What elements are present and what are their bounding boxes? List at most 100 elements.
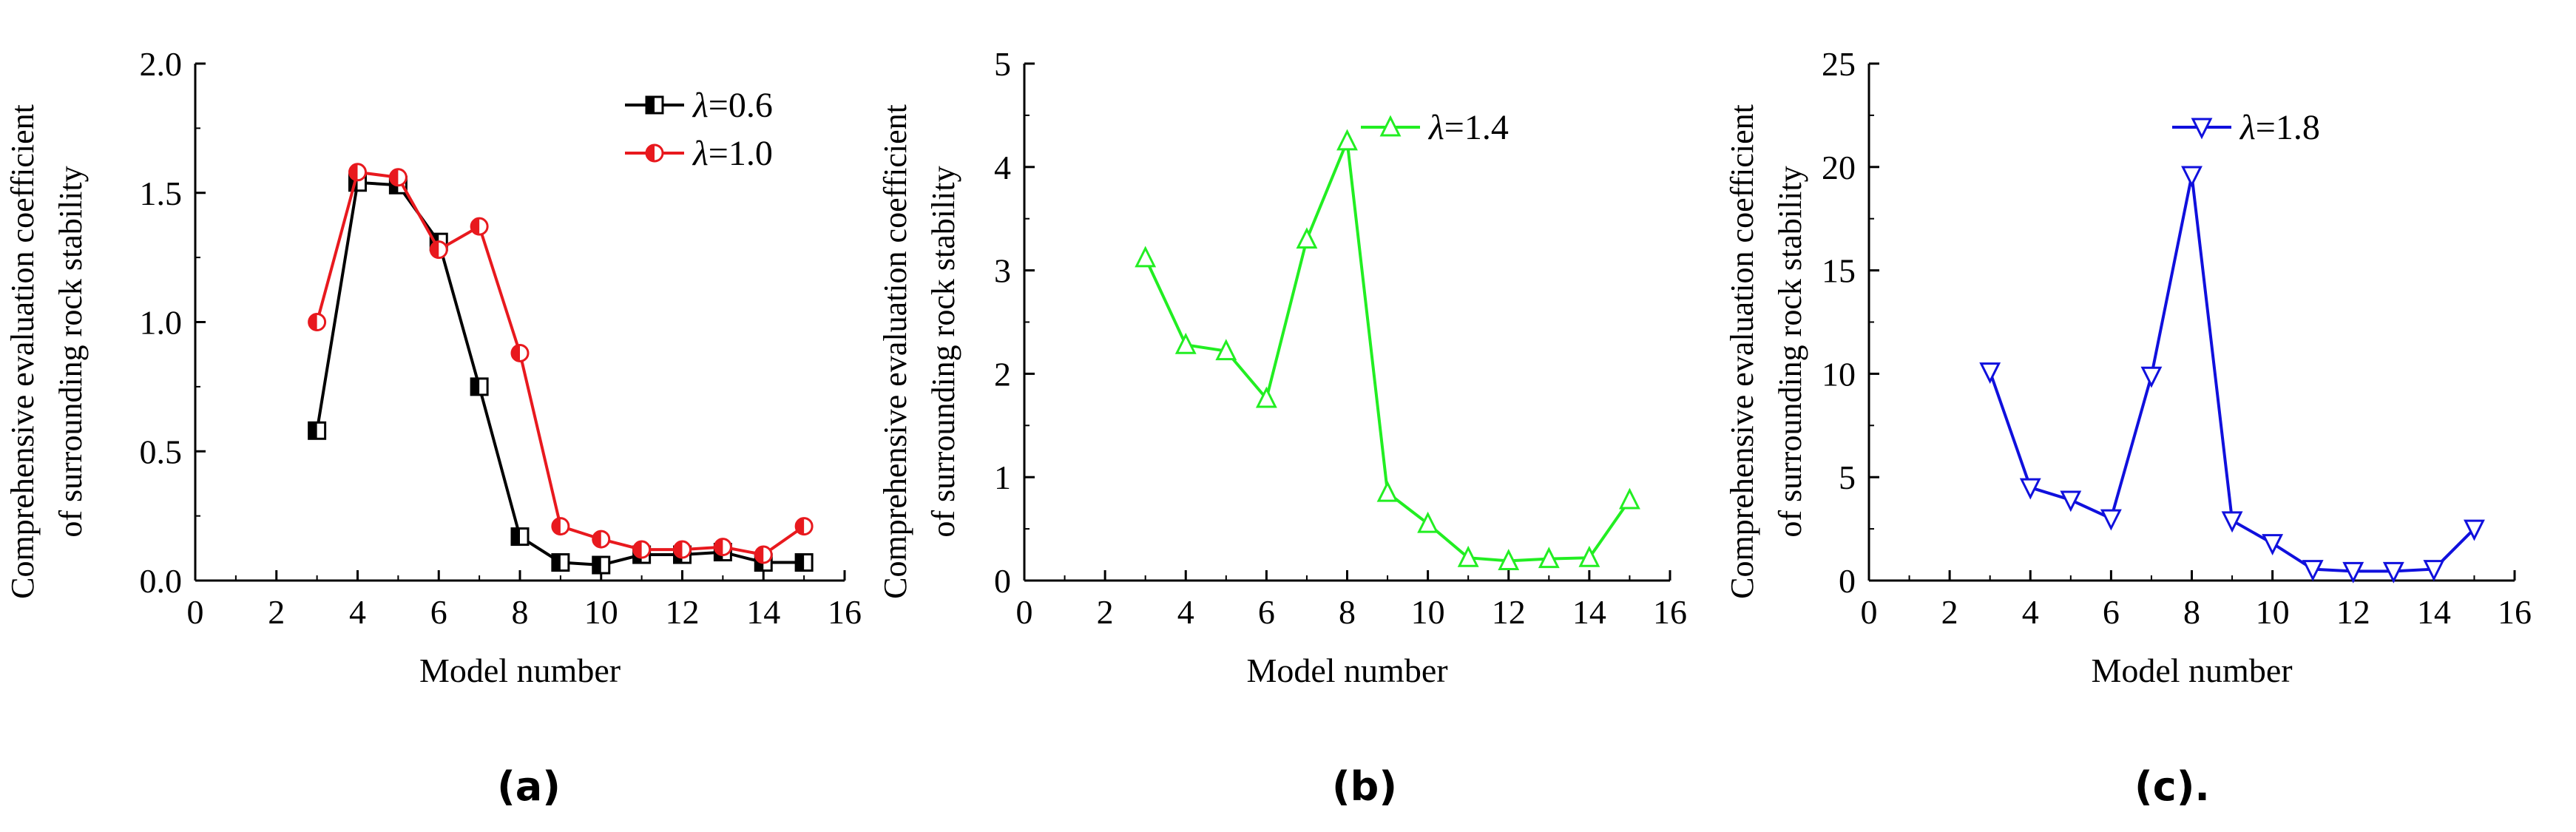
data-point	[388, 168, 408, 187]
data-point	[1498, 549, 1520, 570]
data-point	[551, 517, 570, 536]
data-point	[470, 377, 489, 396]
y-axis-label-line-2: of surrounding rock stability	[925, 166, 961, 537]
x-tick-label: 12	[666, 593, 700, 631]
y-axis-label-line-2: of surrounding rock stability	[53, 166, 89, 537]
y-axis-label-line-2: of surrounding rock stability	[1772, 166, 1808, 537]
data-point	[1336, 129, 1358, 151]
data-point	[429, 240, 448, 260]
data-point	[2464, 519, 2485, 541]
x-tick-label: 14	[746, 593, 780, 631]
y-axis-label-line-1: Comprehensive evaluation coefficient	[877, 104, 913, 599]
x-tick-label: 10	[1411, 593, 1445, 631]
data-point	[348, 163, 367, 182]
data-point	[1296, 227, 1318, 249]
data-point	[2100, 509, 2122, 531]
legend-entry: λ=0.6	[625, 86, 773, 125]
data-point	[1417, 511, 1439, 533]
y-tick-label: 2.0	[140, 45, 183, 83]
x-tick-label: 0	[1861, 593, 1878, 631]
x-tick-label: 4	[1177, 593, 1194, 631]
data-point	[1135, 246, 1157, 268]
chart-panel-0: 0 2 4 6 8 10 12 14 16 0.0 0.5 1.0 1.5 2.0 Model number…	[4, 45, 862, 810]
x-axis-label: Model number	[419, 652, 621, 689]
legend-entry: λ=1.0	[625, 134, 773, 173]
x-tick-label: 14	[1572, 593, 1606, 631]
legend-label: λ=1.8	[2239, 108, 2320, 147]
y-tick-label: 4	[994, 149, 1011, 186]
x-tick-label: 16	[828, 593, 862, 631]
legend-entry: λ=1.8	[2172, 108, 2320, 147]
data-point	[713, 538, 732, 557]
x-tick-label: 2	[1097, 593, 1114, 631]
data-point	[754, 545, 773, 564]
panel-label: (c).	[2134, 763, 2210, 810]
data-point	[2302, 560, 2324, 581]
panel-label: (b)	[1332, 763, 1397, 810]
series-0	[308, 173, 814, 575]
data-point	[1376, 480, 1399, 502]
y-tick-label: 0	[1839, 562, 1856, 600]
data-point	[673, 540, 692, 559]
legend-label: λ=1.4	[1427, 108, 1509, 147]
y-tick-label: 25	[1822, 45, 1856, 83]
data-point	[1578, 545, 1600, 567]
y-tick-label: 5	[1839, 459, 1856, 496]
legend-entry: λ=1.4	[1361, 108, 1509, 147]
data-point	[510, 343, 530, 362]
x-tick-label: 14	[2417, 593, 2451, 631]
legend-marker	[645, 95, 664, 115]
x-tick-label: 0	[1016, 593, 1033, 631]
x-tick-label: 12	[1492, 593, 1526, 631]
legend-label: λ=1.0	[692, 134, 773, 173]
data-point	[2342, 561, 2364, 584]
x-tick-label: 16	[2498, 593, 2532, 631]
data-point	[2019, 478, 2041, 500]
y-tick-label: 10	[1822, 355, 1856, 393]
chart-panel-2: 0 2 4 6 8 10 12 14 16 0 5 10 15 20 25 Model number Compr…	[1724, 45, 2532, 810]
x-tick-label: 10	[584, 593, 618, 631]
data-point	[2140, 366, 2163, 388]
x-tick-label: 2	[1941, 593, 1958, 631]
x-tick-label: 2	[268, 593, 285, 631]
series-line	[315, 170, 805, 557]
x-tick-label: 0	[187, 593, 204, 631]
data-point	[2423, 560, 2445, 581]
data-point	[2060, 490, 2082, 513]
y-tick-label: 5	[994, 45, 1011, 83]
legend-marker	[645, 143, 664, 163]
y-tick-label: 15	[1822, 252, 1856, 290]
x-tick-label: 12	[2336, 593, 2370, 631]
data-point	[592, 530, 611, 549]
legend-label: λ=0.6	[692, 86, 773, 125]
x-tick-label: 8	[512, 593, 529, 631]
data-point	[1457, 545, 1479, 567]
y-axis-label-line-1: Comprehensive evaluation coefficient	[4, 104, 41, 599]
data-point	[1538, 547, 1560, 569]
x-tick-label: 8	[2183, 593, 2200, 631]
data-point	[2221, 511, 2243, 533]
data-point	[551, 553, 570, 572]
data-point	[470, 217, 489, 236]
x-tick-label: 6	[1258, 593, 1275, 631]
data-point	[2181, 166, 2203, 188]
data-point	[592, 555, 611, 575]
y-tick-label: 1	[994, 459, 1011, 496]
y-tick-label: 3	[994, 252, 1011, 290]
y-tick-label: 20	[1822, 149, 1856, 186]
y-tick-label: 1.0	[140, 304, 183, 342]
data-point	[1215, 339, 1237, 361]
data-point	[1255, 386, 1277, 408]
data-point	[794, 553, 814, 572]
x-tick-label: 8	[1339, 593, 1356, 631]
y-tick-label: 0.5	[140, 433, 183, 470]
data-point	[1174, 332, 1197, 354]
series-0	[1979, 166, 2485, 584]
x-tick-label: 6	[2103, 593, 2120, 631]
y-tick-label: 0	[994, 562, 1011, 600]
data-point	[1979, 362, 2001, 384]
y-tick-label: 0.0	[140, 562, 183, 600]
series-0	[1135, 129, 1640, 570]
